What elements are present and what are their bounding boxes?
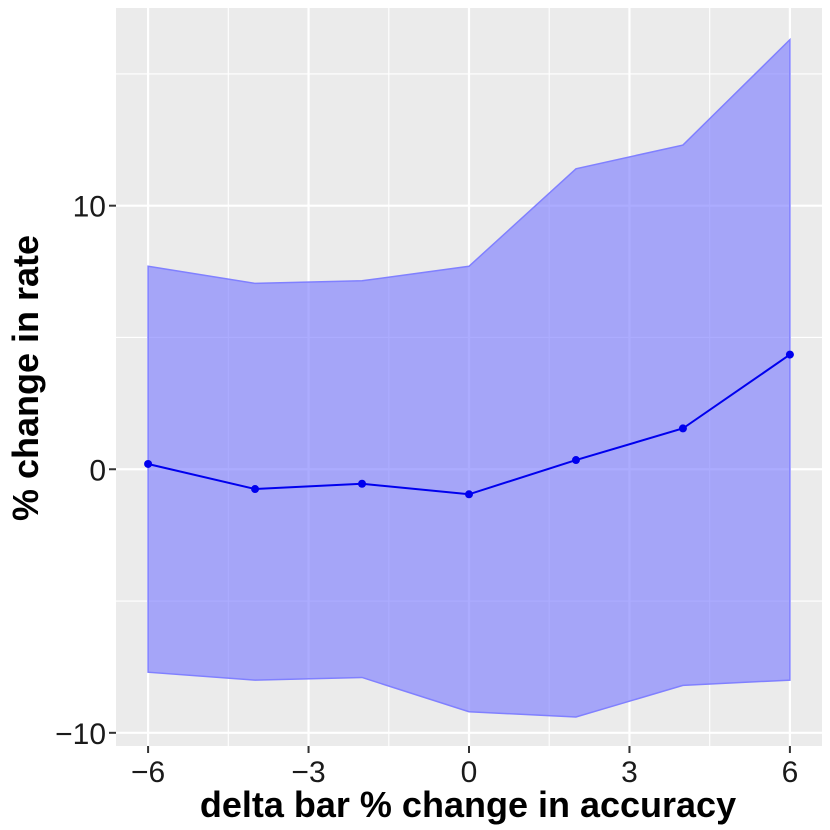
data-point [251,485,260,494]
confidence-band-area [147,37,791,718]
y-tick-label: −10 [55,718,106,751]
data-point [358,479,367,488]
x-axis-title: delta bar % change in accuracy [200,784,736,825]
data-point [571,456,580,465]
y-axis: −10 0 10 [55,191,116,751]
y-tick-label: 10 [73,191,106,224]
confidence-band [147,37,791,718]
x-tick-label: −3 [291,756,325,789]
x-tick-label: 0 [461,756,478,789]
data-point [785,350,794,359]
data-point [465,490,473,499]
x-tick-label: 3 [621,756,638,789]
data-point [678,424,687,433]
y-axis-title: % change in rate [5,235,46,521]
y-tick-label: 0 [89,454,106,487]
x-tick-label: 6 [782,756,799,789]
series-points [144,350,794,499]
x-axis: −6 −3 0 3 6 [131,746,798,789]
x-tick-label: −6 [131,756,165,789]
data-point [144,459,153,468]
